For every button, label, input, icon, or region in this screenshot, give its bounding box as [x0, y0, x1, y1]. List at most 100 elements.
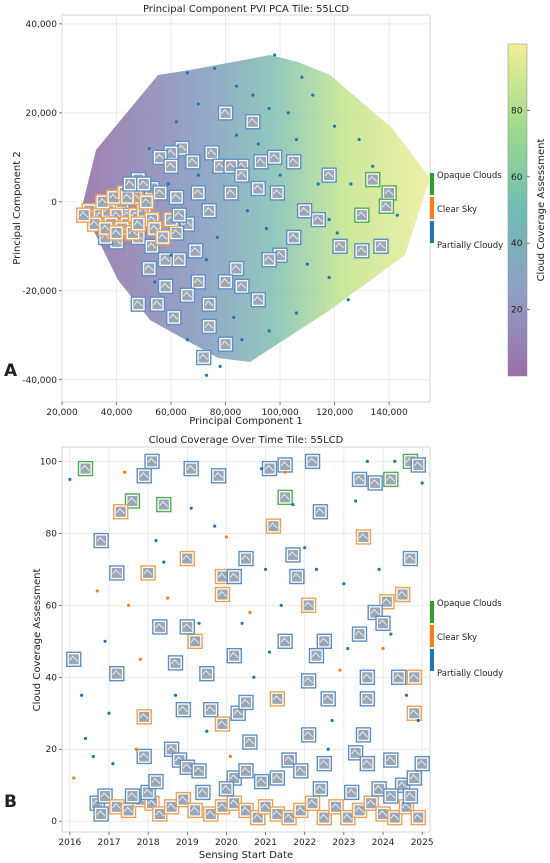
time-point-partial — [79, 693, 84, 697]
time-point-clear — [134, 747, 138, 751]
legend-label-clear: Clear Sky — [437, 205, 477, 215]
time-thumbnail-partial — [410, 457, 426, 473]
pca-point-partial — [169, 253, 173, 257]
time-thumbnail-clear — [265, 518, 282, 534]
pca-thumbnail-clear — [155, 229, 171, 246]
time-point-clear — [338, 668, 342, 672]
time-point-partial — [267, 650, 272, 654]
time-thumbnail-partial — [300, 673, 317, 689]
time-point-partial — [303, 546, 307, 550]
pca-thumbnail-partial — [217, 274, 234, 290]
time-x-tick-label: 2025 — [411, 838, 434, 848]
time-thumbnail-clear — [140, 565, 156, 581]
time-thumbnail-partial — [109, 665, 125, 682]
pca-thumbnail-partial — [234, 167, 250, 183]
pca-x-tick-label: 120,000 — [316, 408, 353, 418]
time-thumbnail-partial — [390, 669, 407, 685]
time-point-partial — [68, 477, 72, 481]
pca-point-partial — [245, 209, 249, 213]
legend-swatch-clear-b — [430, 625, 434, 647]
pca-point-partial — [311, 93, 315, 97]
pca-point-partial — [316, 182, 320, 186]
time-thumbnail-partial — [152, 619, 168, 635]
pca-thumbnail-partial — [136, 176, 152, 192]
pca-thumbnail-opaque — [378, 198, 395, 214]
legend-swatch-opaque-b — [430, 601, 434, 623]
pca-thumbnail-clear — [138, 194, 155, 210]
pca-thumbnail-partial — [373, 238, 389, 255]
pca-thumbnail-partial — [250, 180, 266, 197]
time-thumbnail-clear — [214, 716, 231, 732]
legend-swatch-clear — [430, 197, 434, 219]
time-x-tick-label: 2022 — [293, 838, 316, 848]
time-x-tick-label: 2019 — [176, 838, 199, 848]
pca-thumbnail-partial — [179, 287, 196, 303]
panel-letter-b: B — [4, 792, 17, 812]
time-y-ticks: 0 20 40 60 80 100 — [40, 457, 62, 827]
pca-point-partial — [215, 235, 219, 240]
pca-y-axis-label: Principal Component 2 — [12, 151, 23, 264]
legend-label-partial-b: Partially Cloudy — [437, 669, 503, 679]
pca-point-partial — [218, 364, 222, 369]
time-point-partial — [326, 747, 330, 751]
time-x-tick-label: 2021 — [254, 838, 277, 848]
time-y-tick-label: 60 — [46, 601, 58, 611]
time-thumbnail-clear — [257, 799, 274, 815]
time-thumbnail-clear — [394, 586, 411, 603]
time-thumbnail-partial — [320, 691, 336, 707]
pca-chart-title: Principal Component PVI PCA Tile: 55LCD — [143, 4, 349, 15]
pca-thumbnail-partial — [168, 225, 185, 241]
pca-point-partial — [196, 173, 200, 177]
time-point-partial — [416, 718, 420, 723]
pca-point-partial — [371, 164, 375, 168]
time-chart: Cloud Coverage Over Time Tile: 55LCD 201… — [4, 435, 503, 861]
time-thumbnail-opaque — [277, 489, 293, 506]
time-x-tick-label: 2024 — [372, 838, 395, 848]
time-thumbnail-partial — [359, 691, 376, 707]
pca-point-partial — [147, 146, 151, 151]
time-thumbnail-partial — [167, 655, 184, 671]
time-thumbnails — [66, 453, 430, 826]
legend-label-opaque-b: Opaque Clouds — [437, 599, 502, 609]
pca-point-partial — [213, 66, 217, 70]
time-thumbnail-partial — [226, 568, 242, 585]
pca-thumbnail-partial — [187, 243, 204, 259]
time-y-tick-label: 0 — [51, 817, 57, 827]
time-thumbnail-clear — [187, 633, 203, 649]
time-point-partial — [197, 621, 201, 625]
pca-thumbnail-partial — [166, 309, 182, 326]
time-thumbnail-partial — [351, 626, 368, 642]
pca-thumbnail-partial — [196, 349, 212, 366]
pca-point-partial — [349, 182, 353, 186]
time-thumbnail-clear — [387, 809, 403, 826]
time-thumbnail-partial — [277, 457, 293, 473]
pca-thumbnail-partial — [204, 145, 220, 161]
time-point-partial — [252, 675, 256, 679]
pca-point-partial — [232, 315, 236, 320]
time-point-partial — [154, 538, 158, 543]
time-point-partial — [213, 524, 217, 528]
time-point-clear — [138, 657, 142, 661]
time-thumbnail-opaque — [124, 493, 141, 509]
pca-thumbnail-partial — [217, 105, 234, 121]
pca-thumbnail-clear — [130, 216, 147, 232]
colorbar: 20 40 60 80 Cloud Coverage Assessment — [507, 43, 547, 377]
time-point-partial — [111, 762, 115, 766]
pca-point-partial — [196, 102, 200, 106]
time-thumbnail-clear — [379, 594, 395, 610]
pca-point-partial — [294, 137, 299, 142]
colorbar-tick-label: 20 — [511, 306, 523, 316]
time-thumbnail-opaque — [77, 460, 94, 477]
time-thumbnail-partial — [281, 752, 297, 768]
time-x-ticks: 2016 2017 2018 2019 2020 2021 2022 2023 2024 2025 — [58, 832, 434, 848]
pca-thumbnail-partial — [122, 176, 138, 192]
time-thumbnail-partial — [175, 701, 192, 718]
time-thumbnail-partial — [269, 770, 286, 786]
time-thumbnail-partial — [144, 453, 160, 470]
time-y-tick-label: 40 — [46, 673, 58, 683]
pca-thumbnail-clear — [76, 207, 92, 223]
time-thumbnail-partial — [285, 547, 301, 563]
time-point-clear — [224, 535, 229, 539]
time-thumbnail-partial — [312, 504, 329, 520]
time-y-axis-label: Cloud Coverage Assessment — [32, 569, 43, 712]
